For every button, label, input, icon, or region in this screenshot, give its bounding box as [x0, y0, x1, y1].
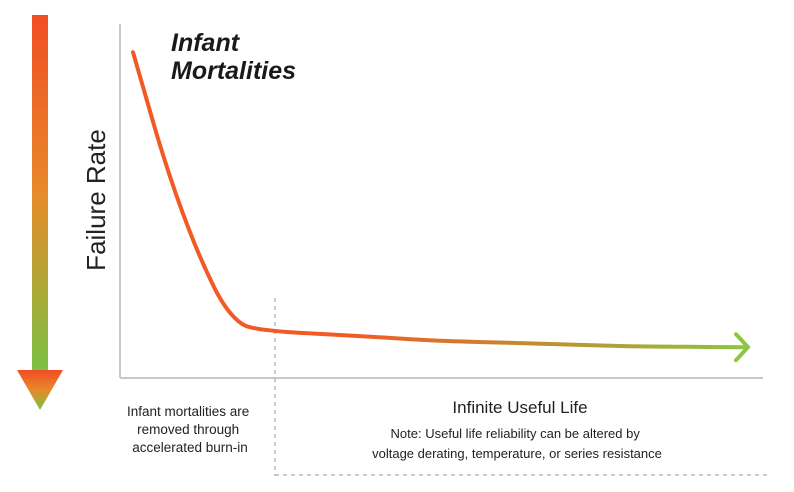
arrow-shaft — [32, 15, 48, 370]
right-arrowhead-icon — [734, 332, 750, 363]
useful-life-title: Infinite Useful Life — [452, 398, 587, 417]
down-arrow-gradient-icon — [17, 15, 63, 410]
useful-life-note: Note: Useful life reliability can be alt… — [372, 426, 662, 461]
caption-line: removed through — [137, 422, 239, 437]
caption-line: accelerated burn-in — [132, 440, 248, 455]
arrow-head — [17, 370, 63, 410]
note-line: voltage derating, temperature, or series… — [372, 446, 662, 461]
y-axis-label: Failure Rate — [81, 129, 111, 271]
chart-title: Infant Mortalities — [171, 29, 296, 85]
burn-in-caption: Infant mortalities are removed through a… — [127, 404, 253, 455]
note-line: Note: Useful life reliability can be alt… — [391, 426, 641, 441]
failure-rate-curve — [131, 50, 750, 350]
caption-line: Infant mortalities are — [127, 404, 249, 419]
